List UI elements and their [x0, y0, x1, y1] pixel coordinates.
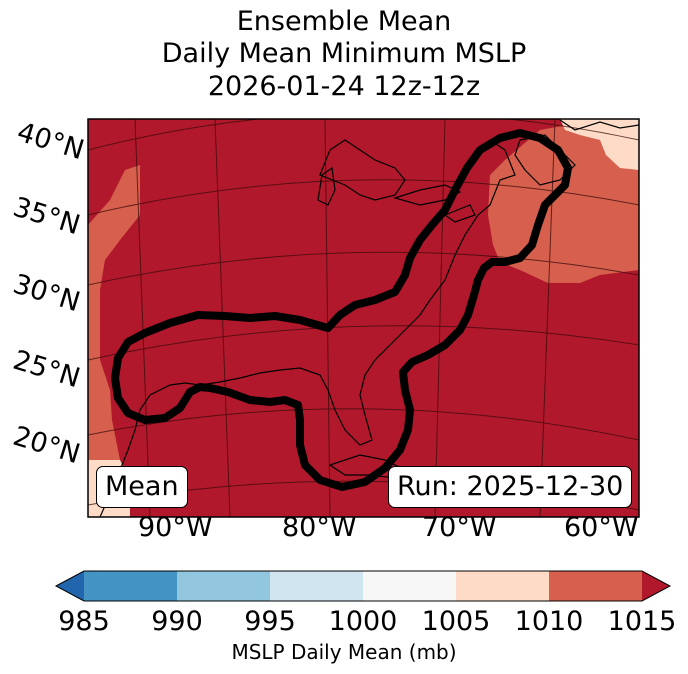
map-frame — [87, 118, 640, 518]
lon-label-70w: 70°W — [422, 512, 497, 543]
colorbar-bin-985-990 — [84, 571, 177, 601]
colorbar-tick-1005: 1005 — [421, 606, 491, 637]
colorbar-bin-990-995 — [177, 571, 270, 601]
colorbar-bin-1005-1010 — [456, 571, 549, 601]
mslp-field-atlantic-1010 — [488, 119, 639, 283]
colorbar-bin-1000-1005 — [363, 571, 456, 601]
colorbar-tick-1000: 1000 — [328, 606, 398, 637]
colorbar-tick-1010: 1010 — [514, 606, 584, 637]
mean-label-box: Mean — [96, 466, 188, 508]
mslp-field-atlantic-1005 — [560, 119, 639, 170]
colorbar-tick-985: 985 — [58, 606, 110, 637]
colorbar-tick-990: 990 — [151, 606, 203, 637]
mslp-contour-mean — [111, 129, 572, 491]
lon-label-60w: 60°W — [564, 512, 639, 543]
mslp-field-west-1010 — [88, 165, 140, 517]
lon-label-90w: 90°W — [138, 512, 213, 543]
title-line-1: Ensemble Mean — [236, 6, 452, 37]
colorbar-tick-995: 995 — [244, 606, 296, 637]
run-label-box: Run: 2025-12-30 — [388, 466, 633, 508]
lon-label-80w: 80°W — [282, 512, 357, 543]
colorbar — [54, 570, 672, 602]
title-line-3: 2026-01-24 12z-12z — [207, 71, 481, 102]
colorbar-bin-995-1000 — [270, 571, 363, 601]
colorbar-tick-1015: 1015 — [607, 606, 677, 637]
colorbar-label: MSLP Daily Mean (mb) — [231, 640, 457, 664]
title-line-2: Daily Mean Minimum MSLP — [161, 38, 527, 69]
colorbar-extend-low — [56, 571, 84, 601]
map-panel — [87, 118, 640, 518]
colorbar-extend-high — [642, 571, 670, 601]
colorbar-bin-1010-1015 — [549, 571, 642, 601]
coastlines — [99, 119, 639, 517]
